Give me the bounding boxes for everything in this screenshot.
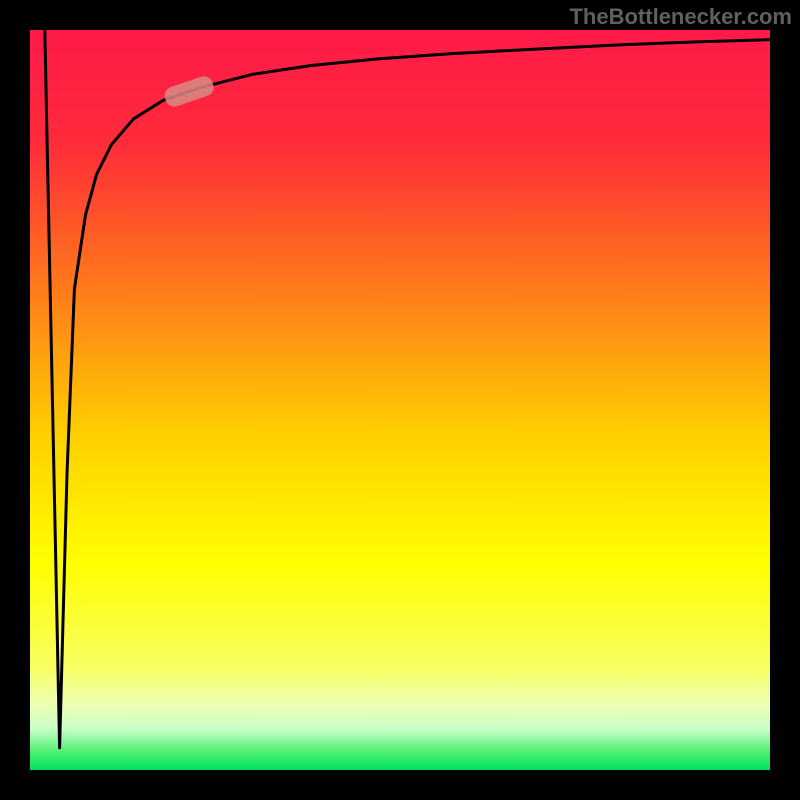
- attribution-text: TheBottlenecker.com: [569, 4, 792, 30]
- bottleneck-curve: [45, 30, 770, 748]
- chart-container: TheBottlenecker.com: [0, 0, 800, 800]
- curve-marker: [162, 74, 216, 109]
- plot-area: [30, 30, 770, 770]
- curve-layer: [30, 30, 770, 770]
